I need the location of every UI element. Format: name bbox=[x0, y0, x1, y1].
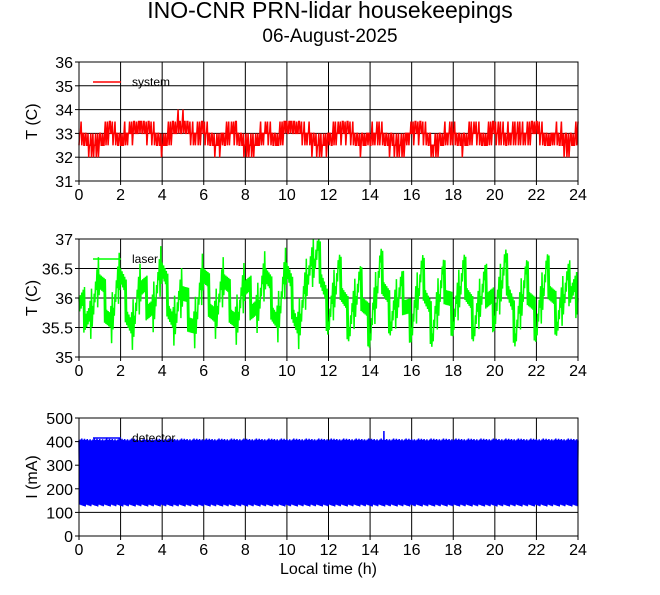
middle-x-tick-label: 10 bbox=[278, 363, 296, 380]
bottom-legend-label: detector bbox=[132, 431, 175, 445]
bottom-x-tick-label: 18 bbox=[444, 542, 462, 559]
middle-y-axis-label: T (C) bbox=[24, 280, 41, 316]
bottom-x-axis-label: Local time (h) bbox=[280, 561, 377, 578]
middle-x-tick-label: 0 bbox=[75, 363, 84, 380]
top-y-axis-label: T (C) bbox=[24, 103, 41, 139]
middle-x-tick-label: 2 bbox=[116, 363, 125, 380]
bottom-x-tick-label: 4 bbox=[158, 542, 167, 559]
top-y-tick-label: 34 bbox=[55, 103, 73, 120]
bottom-y-tick-label: 100 bbox=[46, 505, 73, 522]
bottom-y-tick-label: 400 bbox=[46, 435, 73, 452]
top-x-tick-label: 16 bbox=[403, 187, 421, 204]
top-x-tick-label: 10 bbox=[278, 187, 296, 204]
bottom-x-tick-label: 10 bbox=[278, 542, 296, 559]
bottom-x-tick-label: 8 bbox=[241, 542, 250, 559]
top-x-tick-label: 6 bbox=[199, 187, 208, 204]
top-x-tick-label: 18 bbox=[444, 187, 462, 204]
middle-series-laser bbox=[78, 238, 579, 350]
bottom-y-axis-label: I (mA) bbox=[24, 455, 41, 499]
top-y-tick-label: 35 bbox=[55, 79, 73, 96]
top-x-tick-label: 0 bbox=[75, 187, 84, 204]
bottom-y-tick-label: 0 bbox=[64, 529, 73, 546]
middle-x-tick-label: 6 bbox=[199, 363, 208, 380]
bottom-x-tick-label: 24 bbox=[569, 542, 587, 559]
bottom-y-tick-label: 200 bbox=[46, 482, 73, 499]
top-legend-label: system bbox=[132, 75, 170, 89]
top-x-tick-label: 4 bbox=[158, 187, 167, 204]
chart-title: INO-CNR PRN-lidar housekeepings bbox=[147, 0, 513, 23]
top-x-tick-label: 24 bbox=[569, 187, 587, 204]
bottom-x-tick-label: 14 bbox=[361, 542, 379, 559]
bottom-x-tick-label: 6 bbox=[199, 542, 208, 559]
top-x-tick-label: 2 bbox=[116, 187, 125, 204]
bottom-x-tick-label: 2 bbox=[116, 542, 125, 559]
top-y-tick-label: 36 bbox=[55, 55, 73, 72]
middle-x-tick-label: 18 bbox=[444, 363, 462, 380]
bottom-x-tick-label: 12 bbox=[320, 542, 338, 559]
top-series-system bbox=[78, 109, 579, 158]
middle-y-tick-label: 36.5 bbox=[42, 262, 73, 279]
middle-x-tick-label: 20 bbox=[486, 363, 504, 380]
top-y-tick-label: 32 bbox=[55, 150, 73, 167]
bottom-x-tick-label: 0 bbox=[75, 542, 84, 559]
middle-x-tick-label: 16 bbox=[403, 363, 421, 380]
middle-legend-label: laser bbox=[132, 252, 158, 266]
middle-y-tick-label: 35.5 bbox=[42, 321, 73, 338]
top-y-tick-label: 31 bbox=[55, 174, 73, 191]
middle-x-tick-label: 24 bbox=[569, 363, 587, 380]
top-x-tick-label: 20 bbox=[486, 187, 504, 204]
middle-x-tick-label: 12 bbox=[320, 363, 338, 380]
top-x-tick-label: 14 bbox=[361, 187, 379, 204]
bottom-series-detector bbox=[78, 430, 579, 507]
chart-date: 06-August-2025 bbox=[262, 26, 398, 47]
top-x-tick-label: 8 bbox=[241, 187, 250, 204]
bottom-y-tick-label: 500 bbox=[46, 411, 73, 428]
bottom-x-tick-label: 22 bbox=[528, 542, 546, 559]
middle-x-tick-label: 4 bbox=[158, 363, 167, 380]
top-x-tick-label: 12 bbox=[320, 187, 338, 204]
bottom-x-tick-label: 20 bbox=[486, 542, 504, 559]
middle-x-tick-label: 22 bbox=[528, 363, 546, 380]
middle-y-tick-label: 36 bbox=[55, 291, 73, 308]
middle-x-tick-label: 14 bbox=[361, 363, 379, 380]
bottom-y-tick-label: 300 bbox=[46, 458, 73, 475]
top-y-tick-label: 33 bbox=[55, 126, 73, 143]
middle-y-tick-label: 37 bbox=[55, 232, 73, 249]
bottom-x-tick-label: 16 bbox=[403, 542, 421, 559]
middle-x-tick-label: 8 bbox=[241, 363, 250, 380]
middle-y-tick-label: 35 bbox=[55, 350, 73, 367]
top-x-tick-label: 22 bbox=[528, 187, 546, 204]
